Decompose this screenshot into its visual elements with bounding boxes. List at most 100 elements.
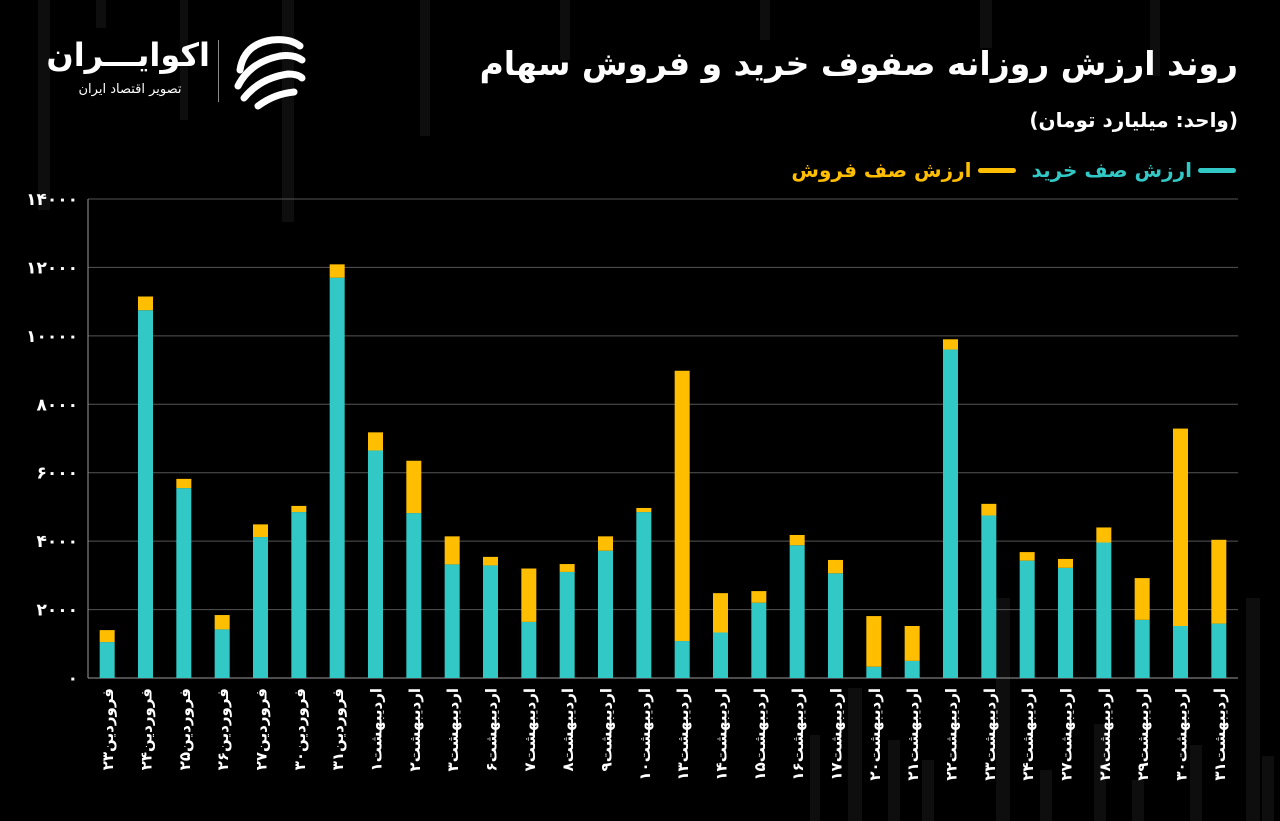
- bar-sell: [943, 339, 958, 350]
- y-tick-label: ۱۲۰۰۰: [26, 258, 78, 278]
- x-tick-label: اردیبهشت۳: [444, 688, 462, 771]
- bar-buy: [1134, 619, 1150, 678]
- bar-buy: [598, 550, 613, 678]
- x-tick-label: اردیبهشت۱۰: [636, 688, 654, 781]
- logo-divider: [218, 40, 219, 102]
- bar-sell: [1058, 558, 1073, 568]
- bar-buy: [789, 545, 805, 678]
- y-tick-label: ۱۴۰۰۰: [26, 190, 78, 210]
- bar-buy: [521, 621, 537, 678]
- y-tick-label: ۰: [68, 669, 78, 689]
- y-tick-label: ۴۰۰۰: [36, 532, 78, 552]
- bar-buy: [99, 642, 115, 678]
- x-tick-label: اردیبهشت۲۳: [981, 688, 999, 781]
- y-tick-label: ۲۰۰۰: [36, 601, 78, 621]
- bar-sell: [713, 593, 728, 633]
- bar-buy: [253, 537, 268, 678]
- legend-label-sell: ارزش صف فروش: [791, 158, 972, 182]
- bar-buy: [1173, 625, 1188, 678]
- legend-item-buy: ارزش صف خرید: [1032, 158, 1236, 182]
- bar-sell: [559, 564, 575, 572]
- x-tick-label: فروردین۲۵: [176, 688, 194, 770]
- x-tick-label: اردیبهشت۶: [483, 688, 501, 771]
- bar-sell: [866, 616, 882, 667]
- legend-label-buy: ارزش صف خرید: [1031, 158, 1192, 182]
- bar-sell: [444, 536, 460, 565]
- x-tick-label: اردیبهشت۱: [368, 688, 386, 771]
- bar-buy: [559, 571, 575, 678]
- bar-buy: [329, 277, 345, 678]
- bar-buy: [1211, 623, 1227, 678]
- x-tick-label: اردیبهشت۸: [559, 688, 577, 771]
- bar-buy: [866, 666, 882, 678]
- bar-buy: [674, 641, 690, 678]
- y-tick-label: ۸۰۰۰: [36, 395, 78, 415]
- x-tick-label: فروردین۳۱: [329, 688, 347, 770]
- bar-buy: [176, 488, 192, 678]
- bar-sell: [214, 615, 230, 630]
- x-tick-label: اردیبهشت۲۸: [1096, 688, 1114, 781]
- bar-sell: [598, 536, 613, 551]
- bar-sell: [138, 296, 153, 311]
- chart-title: روند ارزش روزانه صفوف خرید و فروش سهام: [479, 44, 1238, 83]
- x-tick-label: فروردین۳۰: [291, 688, 309, 770]
- x-tick-label: اردیبهشت۲۱: [904, 688, 922, 781]
- bar-sell: [521, 568, 537, 622]
- bar-sell: [828, 559, 843, 574]
- legend: ارزش صف خرید ارزش صف فروش: [775, 158, 1236, 182]
- x-tick-label: فروردین۲۳: [99, 688, 117, 770]
- bar-sell: [674, 370, 690, 642]
- chart-unit: (واحد: میلیارد تومان): [1029, 108, 1238, 132]
- x-tick-label: اردیبهشت۲۹: [1134, 688, 1152, 781]
- bar-buy: [1058, 567, 1073, 678]
- bar-sell: [483, 556, 498, 566]
- bar-buy: [1019, 560, 1035, 678]
- bar-sell: [1211, 539, 1227, 624]
- bar-sell: [1096, 527, 1112, 543]
- x-tick-label: اردیبهشت۲۷: [1058, 688, 1076, 781]
- bar-sell: [1173, 428, 1188, 626]
- x-tick-label: فروردین۲۷: [253, 688, 271, 770]
- bar-sell: [291, 505, 307, 513]
- bar-sell: [636, 507, 652, 513]
- x-tick-label: اردیبهشت۱۵: [751, 688, 769, 781]
- legend-swatch-sell: [977, 167, 1016, 173]
- brand-logo: اکوایـــران تصویر اقتصاد ایران: [46, 34, 320, 114]
- x-tick-label: فروردین۲۴: [138, 688, 156, 770]
- x-tick-label: اردیبهشت۱۳: [674, 688, 692, 781]
- x-tick-label: اردیبهشت۱۷: [828, 688, 846, 781]
- bar-sell: [368, 432, 383, 451]
- x-tick-label: اردیبهشت۳۰: [1173, 688, 1191, 781]
- bar-buy: [138, 310, 153, 678]
- bar-sell: [99, 630, 115, 643]
- y-tick-label: ۱۰۰۰۰: [26, 327, 78, 347]
- bar-sell: [751, 591, 767, 603]
- bar-sell: [789, 534, 805, 546]
- bar-buy: [943, 349, 958, 678]
- bar-buy: [368, 450, 383, 678]
- x-tick-label: اردیبهشت۳۱: [1211, 688, 1229, 781]
- x-tick-label: اردیبهشت۱۴: [713, 688, 731, 781]
- x-tick-label: اردیبهشت۲: [406, 688, 424, 771]
- bar-sell: [176, 478, 192, 489]
- ekoiran-logo-icon: [234, 36, 306, 110]
- bar-buy: [1096, 542, 1112, 678]
- x-tick-label: اردیبهشت۲۲: [943, 688, 961, 781]
- logo-tagline: تصویر اقتصاد ایران: [78, 82, 182, 97]
- bar-buy: [904, 660, 920, 678]
- x-tick-label: اردیبهشت۷: [521, 688, 539, 771]
- bar-buy: [291, 512, 307, 678]
- x-tick-label: اردیبهشت۱۶: [789, 688, 807, 781]
- bar-buy: [828, 573, 843, 678]
- logo-name: اکوایـــران: [46, 36, 210, 74]
- bar-sell: [981, 503, 997, 516]
- bar-buy: [636, 512, 652, 678]
- bar-sell: [406, 460, 422, 514]
- bar-buy: [713, 632, 728, 678]
- bar-buy: [406, 513, 422, 678]
- y-tick-label: ۶۰۰۰: [36, 464, 78, 484]
- x-tick-label: اردیبهشت۲۴: [1019, 688, 1037, 781]
- bar-buy: [751, 602, 767, 678]
